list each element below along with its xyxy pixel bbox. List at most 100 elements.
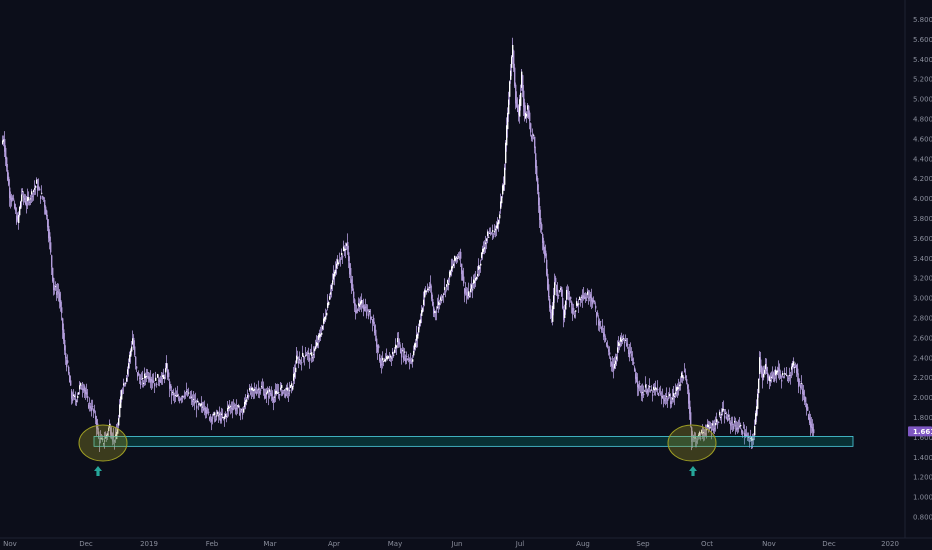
candle (15, 207, 17, 211)
candle (799, 381, 801, 383)
candle (144, 373, 146, 379)
support-zone-rectangle[interactable] (93, 436, 854, 447)
candle (385, 359, 387, 362)
candle (108, 427, 110, 432)
candle (322, 325, 324, 330)
candle (139, 377, 141, 379)
candle (162, 375, 164, 377)
candle (762, 372, 764, 381)
candle (468, 291, 470, 296)
candle (651, 389, 653, 391)
candle (771, 376, 773, 379)
candle (246, 399, 248, 402)
candle (202, 406, 204, 408)
candle (99, 441, 101, 444)
candle (492, 230, 494, 232)
candle (194, 402, 196, 404)
candle (474, 280, 476, 284)
candle (565, 301, 567, 310)
candle (672, 397, 674, 400)
candle (189, 396, 191, 398)
candle (73, 394, 75, 397)
candle (358, 303, 360, 306)
candle (169, 381, 171, 389)
candle (211, 418, 213, 422)
candle (443, 293, 445, 295)
candle (146, 376, 148, 377)
candle (253, 389, 255, 392)
candle (89, 402, 91, 404)
candle (758, 378, 760, 394)
candle (454, 255, 456, 261)
candle (539, 205, 541, 221)
candle (339, 260, 341, 262)
candle (571, 301, 573, 306)
candle (703, 432, 705, 433)
candle (217, 411, 219, 415)
candle (5, 147, 7, 160)
candle (471, 284, 473, 289)
candle (46, 210, 48, 217)
candle (336, 263, 338, 269)
candle (197, 400, 199, 403)
up-arrow-icon-sep[interactable] (689, 466, 697, 476)
time-axis[interactable]: Nov Dec 2019 Feb Mar Apr May Jun Jul Aug Sep Oct Nov… (0, 537, 932, 548)
candle (19, 207, 21, 216)
candle (696, 441, 698, 443)
candle (773, 373, 775, 375)
candle (593, 300, 595, 303)
candle (164, 377, 166, 379)
candle (721, 414, 723, 416)
candle (364, 307, 366, 311)
candle (70, 380, 72, 386)
price-axis[interactable]: 0.800 1.000 1.200 1.400 1.600 1.800 2.000 2.200… (904, 0, 932, 538)
candle (650, 390, 652, 392)
candle (301, 362, 303, 364)
candle (104, 440, 106, 442)
candle (426, 291, 428, 293)
candle (57, 291, 59, 293)
candle (459, 257, 461, 259)
candle (702, 432, 704, 434)
candle (669, 394, 671, 397)
candle (798, 378, 800, 388)
candle (299, 359, 301, 361)
candle (71, 390, 73, 399)
candle (272, 396, 274, 400)
candle (208, 411, 210, 413)
candle (243, 408, 245, 413)
candle (405, 358, 407, 362)
candle (341, 252, 343, 256)
candle (775, 369, 777, 376)
candle (254, 389, 256, 391)
candle (163, 375, 165, 379)
candle (568, 293, 570, 295)
up-arrow-icon-dec[interactable] (94, 466, 102, 476)
candle (321, 332, 323, 335)
candle (214, 412, 216, 416)
candle (65, 353, 67, 359)
candle (337, 259, 339, 265)
candle (514, 67, 516, 86)
candle (592, 299, 594, 305)
candle (238, 405, 240, 408)
candle (449, 271, 451, 278)
y-tick-label: 3.200 (913, 275, 932, 283)
candle (654, 388, 656, 391)
highlight-ellipse-dec[interactable] (78, 424, 128, 462)
candle (469, 296, 471, 298)
candle (342, 256, 344, 258)
candle (122, 389, 124, 391)
candle (711, 429, 713, 431)
candle (199, 403, 201, 405)
candle (98, 431, 100, 439)
candle (340, 259, 342, 260)
candle (55, 286, 57, 288)
highlight-ellipse-sep[interactable] (667, 424, 717, 462)
candle (480, 263, 482, 266)
candle (379, 354, 381, 361)
candle (158, 380, 160, 382)
candle (176, 395, 178, 397)
candle (26, 202, 28, 206)
